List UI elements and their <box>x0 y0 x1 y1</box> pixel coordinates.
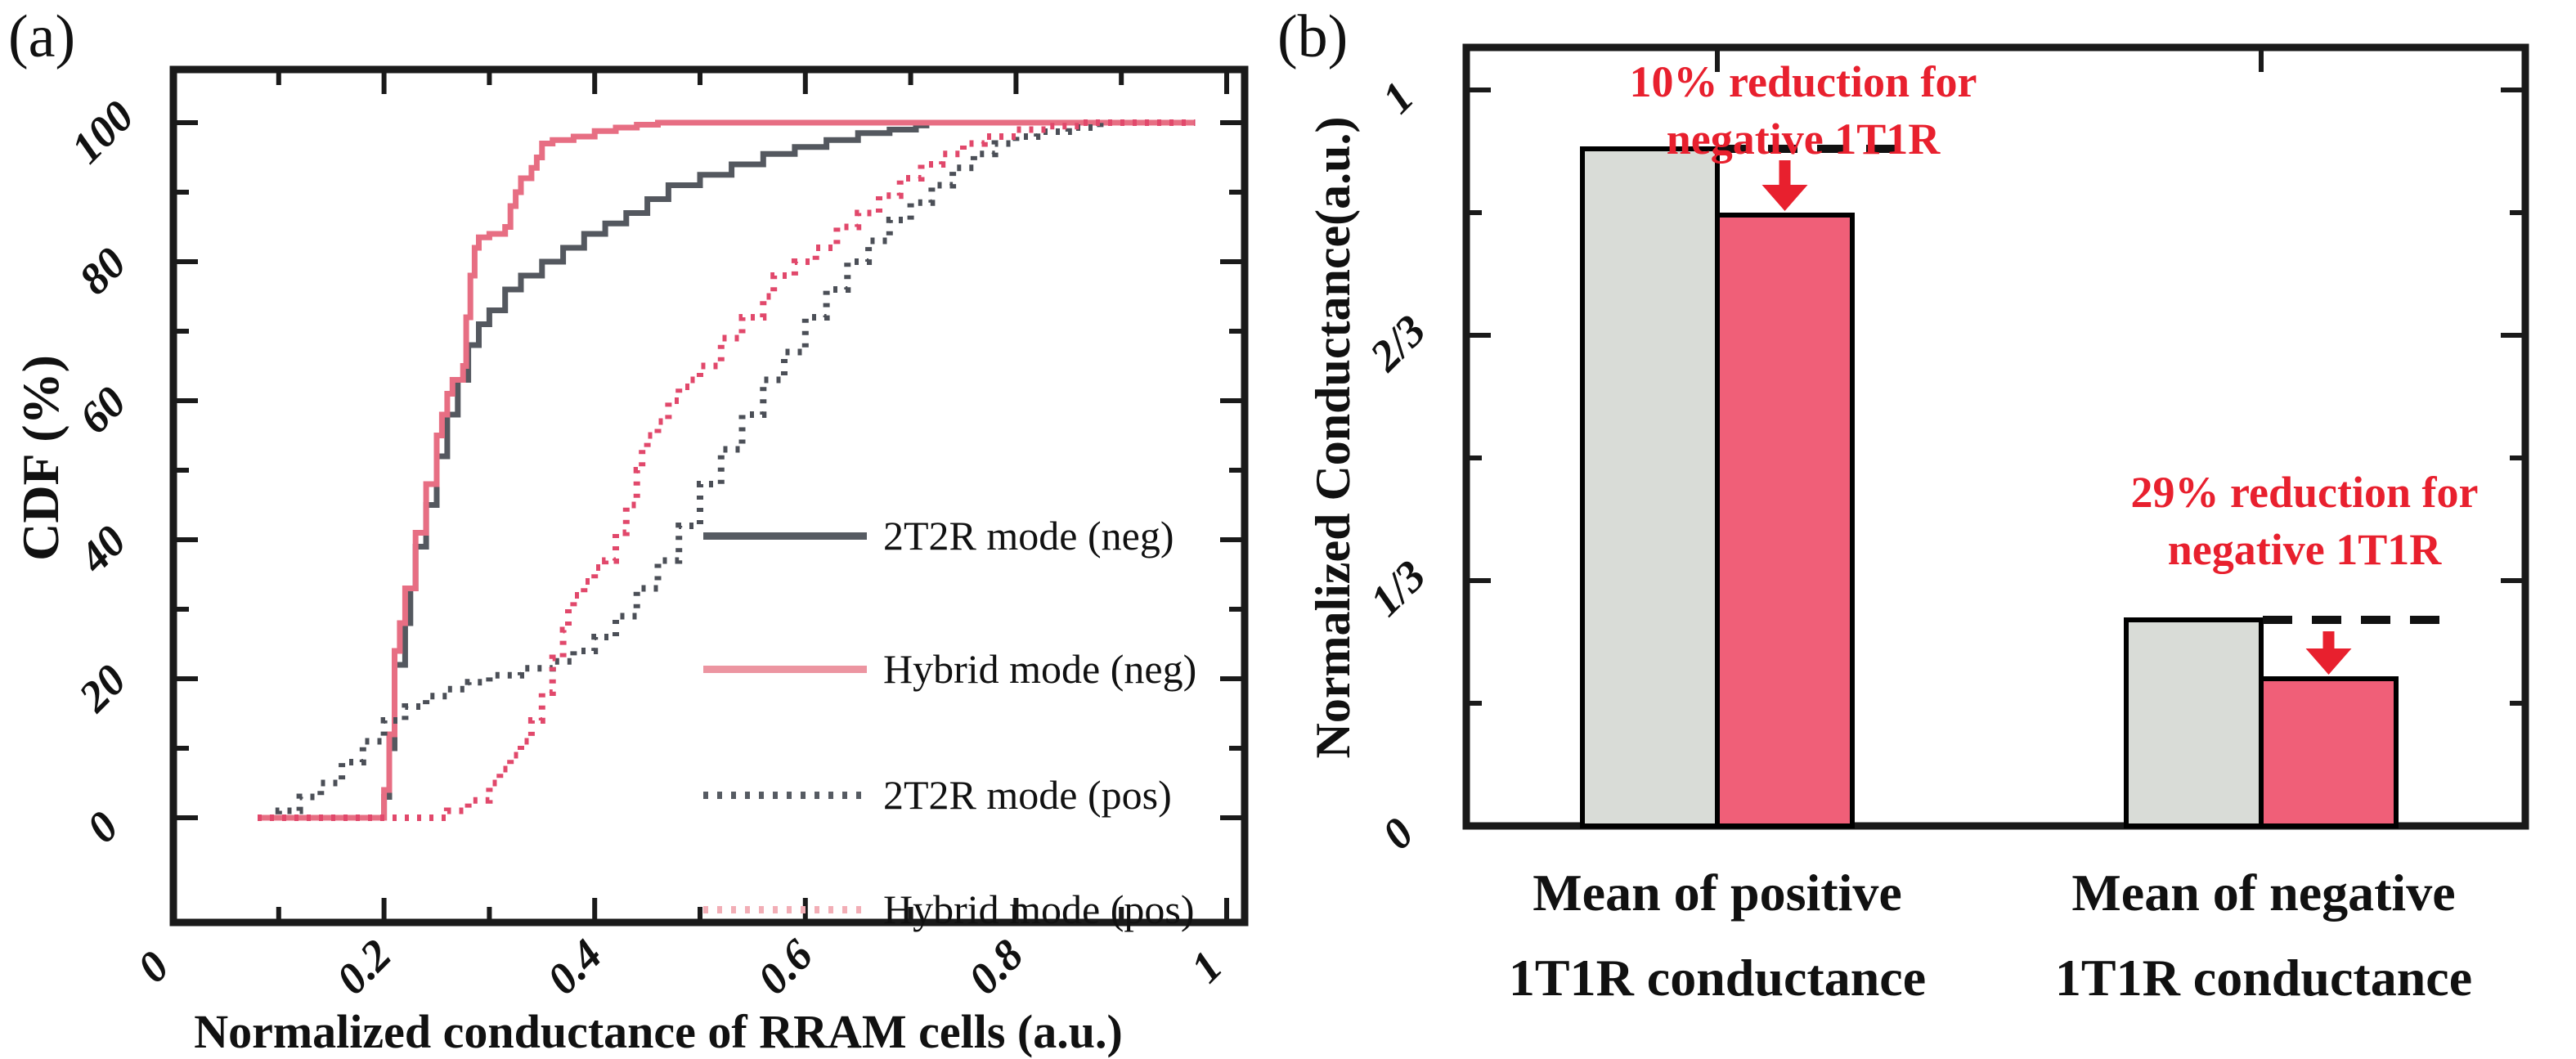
y-axis-tick-label: 100 <box>61 91 143 173</box>
legend-label-2t2r-neg: 2T2R mode (neg) <box>883 513 1174 559</box>
legend-sample-line-2t2r-neg <box>703 532 867 540</box>
bar-positive-pink <box>1715 213 1855 828</box>
reduction-arrow-positive <box>1761 160 1808 211</box>
panel-a-y-axis-title: CDF (%) <box>11 355 70 561</box>
x-axis-tick-label: 0.2 <box>327 930 401 1003</box>
legend-sample-line-hybrid-neg <box>703 666 867 673</box>
category-positive-line2: 1T1R conductance <box>1508 949 1927 1007</box>
annotation-10pct-line1: 10% reduction for <box>1629 57 1977 106</box>
y-axis-tick-label: 80 <box>70 238 136 304</box>
panel-a-x-axis-title: Normalized conductance of RRAM cells (a.… <box>194 1005 1123 1058</box>
y-axis-tick-label: 20 <box>69 655 135 721</box>
b-y-axis-tick-label: 0 <box>1373 809 1424 859</box>
annotation-29pct-line1: 29% reduction for <box>2130 468 2479 517</box>
bar-negative-gray <box>2124 617 2264 828</box>
cdf-curve-hybrid-neg <box>258 119 1196 821</box>
cdf-curve-2t2r-pos <box>258 119 1196 821</box>
panel-b-frame <box>1462 43 2529 830</box>
y-axis-tick-label: 40 <box>69 516 135 582</box>
panel-b-letter: (b) <box>1277 3 1349 70</box>
legend-sample-line-2t2r-pos <box>703 792 867 799</box>
cdf-curve-hybrid-pos <box>258 119 1196 821</box>
category-negative-line2: 1T1R conductance <box>2054 949 2473 1007</box>
cdf-curve-2t2r-neg <box>258 119 1196 821</box>
reduction-arrow-negative <box>2305 631 2352 675</box>
y-axis-tick-label: 0 <box>78 802 128 853</box>
b-y-axis-tick-label: 1/3 <box>1361 551 1435 626</box>
x-axis-tick-label: 0.4 <box>537 930 611 1003</box>
bar-negative-pink <box>2259 676 2399 828</box>
panel-b-y-axis-title: Normalized Conductance(a.u.) <box>1306 116 1360 759</box>
x-axis-tick-label: 0.8 <box>959 930 1033 1003</box>
annotation-29pct-line2: negative 1T1R <box>2167 525 2442 574</box>
panel-a-frame <box>169 65 1249 927</box>
annotation-10pct-line2: negative 1T1R <box>1666 114 1941 164</box>
legend-label-hybrid-pos: Hybrid mode (pos) <box>883 886 1195 932</box>
b-y-axis-tick-label: 2/3 <box>1360 306 1435 381</box>
x-axis-tick-label: 1 <box>1182 942 1232 993</box>
legend-label-2t2r-pos: 2T2R mode (pos) <box>883 772 1172 818</box>
bar-positive-gray <box>1580 146 1720 828</box>
x-axis-tick-label: 0.6 <box>748 930 822 1003</box>
b-y-axis-tick-label: 1 <box>1373 73 1424 123</box>
panel-a-letter: (a) <box>8 3 76 70</box>
panel-b: 0 1/3 2/3 1 <box>1360 43 2529 859</box>
y-axis-tick-label: 60 <box>70 377 136 443</box>
legend-sample-line-hybrid-pos <box>703 906 867 913</box>
category-negative-line1: Mean of negative <box>2071 864 2456 922</box>
legend-label-hybrid-neg: Hybrid mode (neg) <box>883 646 1197 692</box>
x-axis-tick-label: 0 <box>128 942 179 993</box>
category-positive-line1: Mean of positive <box>1533 864 1902 922</box>
